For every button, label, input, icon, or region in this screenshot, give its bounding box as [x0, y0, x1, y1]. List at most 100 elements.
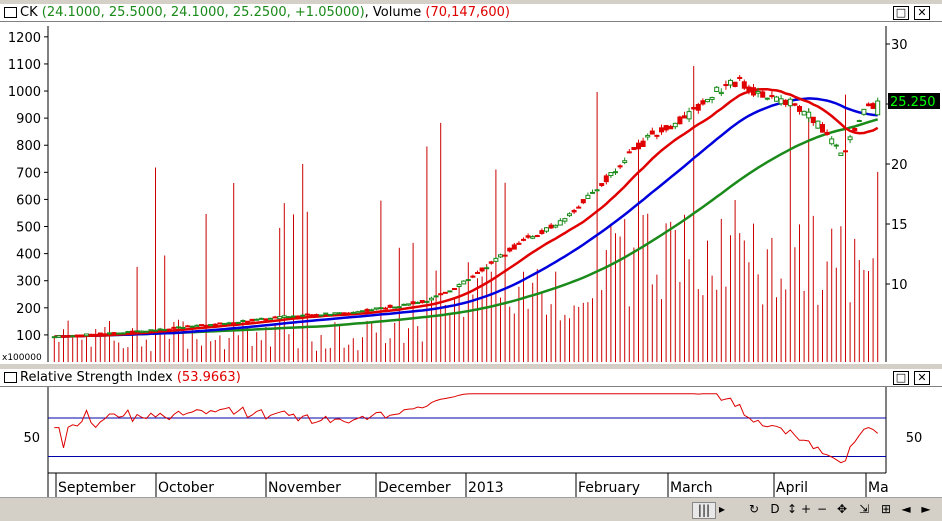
left-tick-label: 200: [16, 302, 41, 317]
candle-body: [585, 194, 591, 199]
candle-body: [797, 106, 802, 112]
chart-window-icon: [4, 7, 17, 18]
left-tick-label: 600: [16, 193, 41, 208]
candle-body: [424, 300, 430, 303]
left-tick-label: 800: [16, 139, 41, 154]
candle-body: [406, 303, 411, 306]
volume-readout: (70,147,600): [425, 5, 510, 20]
candle-body: [84, 333, 89, 337]
candle-body: [235, 321, 241, 324]
candle-body: [199, 324, 204, 327]
zoom-in-icon[interactable]: +: [800, 502, 812, 516]
candle-body: [208, 324, 214, 327]
candle-body: [107, 332, 112, 335]
rsi-close-button[interactable]: ✕: [914, 371, 930, 385]
last-price-label: 25.250: [890, 95, 936, 110]
left-tick-label: 1200: [8, 31, 41, 46]
candle-body: [672, 122, 678, 128]
candle-body: [410, 301, 416, 305]
month-label: April: [776, 480, 808, 496]
candle-body: [617, 165, 623, 168]
candle-body: [387, 304, 393, 308]
candle-body: [866, 103, 871, 107]
candle-body: [176, 326, 181, 329]
candle-body: [778, 98, 784, 105]
candle-body: [479, 267, 485, 272]
candle-body: [438, 293, 444, 296]
candle-body: [553, 224, 559, 228]
candle-body: [143, 330, 149, 333]
candle-body: [452, 288, 457, 291]
candle-body: [56, 335, 62, 338]
candle-body: [718, 91, 724, 95]
rsi-minimize-button[interactable]: □: [893, 371, 909, 385]
candle-body: [645, 134, 651, 138]
candle-body: [521, 238, 526, 241]
price-chart-panel[interactable]: 100 200 300 400 500 600 700 800 900 1000 1100 1200 1…: [0, 22, 942, 364]
candle-body: [277, 316, 283, 320]
close-button[interactable]: ✕: [914, 6, 930, 20]
candle-body: [314, 314, 319, 317]
candle-body: [116, 332, 122, 335]
candle-body: [153, 329, 158, 332]
candle-body: [544, 227, 549, 232]
candle-body: [833, 144, 839, 147]
filter-icon[interactable]: ↕: [786, 502, 798, 516]
zoom-mode-button[interactable]: D: [770, 502, 780, 516]
candle-body: [870, 103, 876, 109]
candle-body: [291, 315, 296, 318]
candle-body: [258, 317, 264, 320]
candle-body: [318, 314, 324, 317]
candle-body: [659, 127, 664, 133]
candle-body: [801, 110, 807, 116]
minimize-button[interactable]: □: [893, 6, 909, 20]
expand-icon[interactable]: ⊞: [880, 502, 892, 516]
rsi-right-tick-label: 50: [906, 431, 923, 446]
candle-body: [97, 332, 103, 335]
candle-body: [475, 271, 480, 274]
month-label: Ma: [868, 480, 889, 496]
candle-body: [829, 138, 835, 145]
fit-icon[interactable]: ⇲: [858, 502, 870, 516]
candle-body: [516, 242, 522, 245]
scroll-right-button[interactable]: ►: [921, 502, 931, 516]
candle-body: [70, 335, 76, 338]
candle-body: [741, 81, 747, 89]
refresh-icon[interactable]: ↻: [748, 502, 760, 516]
candle-body: [79, 334, 85, 337]
left-tick-label: 400: [16, 248, 41, 263]
candle-body: [746, 86, 752, 92]
rsi-left-tick-label: 50: [23, 431, 40, 446]
candle-body: [217, 322, 223, 325]
scroll-right-arrow[interactable]: ▸: [718, 502, 726, 516]
candle-body: [668, 125, 674, 130]
candle-body: [847, 136, 853, 141]
candle-body: [134, 330, 140, 333]
candle-body: [567, 213, 572, 217]
candle-body: [401, 303, 407, 306]
scroll-left-button[interactable]: ◄: [901, 502, 911, 516]
candle-body: [51, 336, 57, 339]
candle-body: [323, 312, 329, 315]
candle-body: [419, 300, 425, 304]
right-tick-label: 20: [891, 158, 908, 173]
scroll-thumb[interactable]: |||: [692, 502, 716, 519]
candle-body: [493, 257, 499, 262]
left-tick-label: 700: [16, 166, 41, 181]
candle-body: [663, 125, 669, 131]
month-label: February: [578, 480, 640, 496]
candle-body: [852, 128, 858, 132]
rsi-chart-panel[interactable]: 50 50 September October November December 2013…: [0, 387, 942, 497]
candle-body: [281, 315, 287, 318]
candle-body: [88, 333, 94, 336]
zoom-out-icon[interactable]: −: [816, 502, 828, 516]
candle-body: [396, 306, 402, 309]
pan-icon[interactable]: ✥: [836, 502, 848, 516]
candle-body: [613, 171, 618, 174]
volume-scale-label: x100000: [2, 353, 42, 363]
candle-body: [562, 218, 568, 222]
candle-body: [461, 280, 467, 285]
candle-body: [755, 90, 761, 94]
moving-average-mid: [54, 97, 878, 338]
candle-body: [465, 279, 471, 282]
